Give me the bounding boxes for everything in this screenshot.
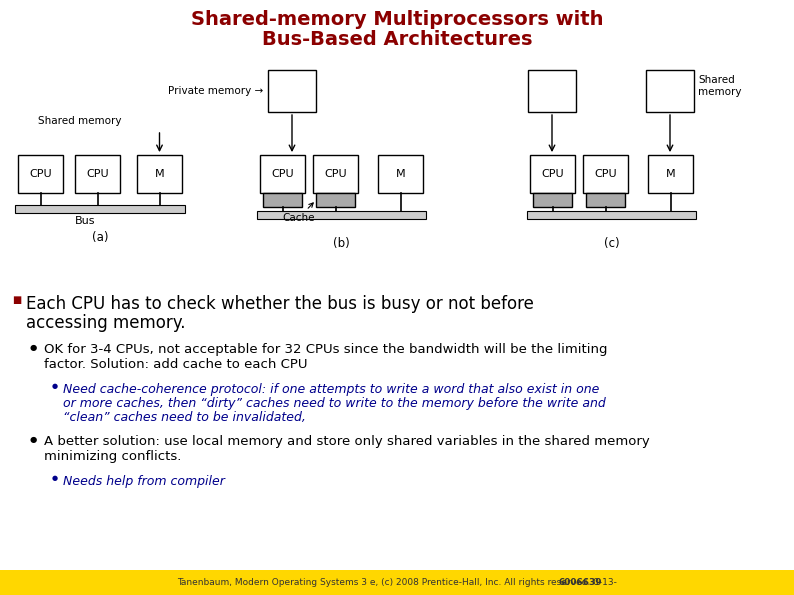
Bar bbox=[646, 70, 694, 112]
Text: Bus-Based Architectures: Bus-Based Architectures bbox=[262, 30, 532, 49]
Bar bbox=[137, 155, 182, 193]
Text: Each CPU has to check whether the bus is busy or not before: Each CPU has to check whether the bus is… bbox=[26, 295, 534, 313]
Bar bbox=[263, 193, 302, 207]
Bar bbox=[586, 193, 625, 207]
Bar bbox=[268, 70, 316, 112]
Text: Cache: Cache bbox=[283, 203, 315, 223]
Text: minimizing conflicts.: minimizing conflicts. bbox=[44, 450, 181, 463]
Text: accessing memory.: accessing memory. bbox=[26, 314, 186, 332]
Bar bbox=[316, 193, 355, 207]
Text: ●: ● bbox=[30, 343, 37, 352]
Text: (b): (b) bbox=[333, 237, 350, 250]
Text: ■: ■ bbox=[12, 295, 21, 305]
Bar bbox=[0, 570, 794, 595]
Text: CPU: CPU bbox=[29, 169, 52, 179]
Text: OK for 3-4 CPUs, not acceptable for 32 CPUs since the bandwidth will be the limi: OK for 3-4 CPUs, not acceptable for 32 C… bbox=[44, 343, 607, 356]
Bar bbox=[378, 155, 423, 193]
Bar bbox=[583, 155, 628, 193]
Text: CPU: CPU bbox=[542, 169, 564, 179]
Text: Bus: Bus bbox=[75, 216, 95, 226]
Text: Shared
memory: Shared memory bbox=[698, 75, 742, 97]
Text: ●: ● bbox=[52, 383, 58, 389]
Text: 6006639: 6006639 bbox=[558, 578, 602, 587]
Text: Need cache-coherence protocol: if one attempts to write a word that also exist i: Need cache-coherence protocol: if one at… bbox=[63, 383, 599, 396]
Bar bbox=[18, 155, 63, 193]
Text: Needs help from compiler: Needs help from compiler bbox=[63, 475, 225, 488]
Bar bbox=[527, 211, 696, 219]
Text: Shared memory: Shared memory bbox=[38, 116, 121, 126]
Bar bbox=[533, 193, 572, 207]
Text: A better solution: use local memory and store only shared variables in the share: A better solution: use local memory and … bbox=[44, 435, 649, 448]
Text: Tanenbaum, Modern Operating Systems 3 e, (c) 2008 Prentice-Hall, Inc. All rights: Tanenbaum, Modern Operating Systems 3 e,… bbox=[177, 578, 617, 587]
Text: or more caches, then “dirty” caches need to write to the memory before the write: or more caches, then “dirty” caches need… bbox=[63, 397, 606, 410]
Text: ●: ● bbox=[52, 475, 58, 481]
Text: M: M bbox=[665, 169, 676, 179]
Text: “clean” caches need to be invalidated,: “clean” caches need to be invalidated, bbox=[63, 411, 306, 424]
Text: CPU: CPU bbox=[594, 169, 617, 179]
Text: (a): (a) bbox=[92, 231, 108, 244]
Text: Private memory →: Private memory → bbox=[168, 86, 263, 96]
Bar bbox=[75, 155, 120, 193]
Bar bbox=[257, 211, 426, 219]
Text: CPU: CPU bbox=[87, 169, 109, 179]
Text: Shared-memory Multiprocessors with: Shared-memory Multiprocessors with bbox=[191, 10, 603, 29]
Text: M: M bbox=[395, 169, 405, 179]
Text: ●: ● bbox=[30, 435, 37, 444]
Bar bbox=[530, 155, 575, 193]
Bar bbox=[648, 155, 693, 193]
Text: M: M bbox=[155, 169, 164, 179]
Bar bbox=[313, 155, 358, 193]
Text: (c): (c) bbox=[603, 237, 619, 250]
Bar bbox=[528, 70, 576, 112]
Text: CPU: CPU bbox=[272, 169, 294, 179]
Bar bbox=[260, 155, 305, 193]
Text: CPU: CPU bbox=[324, 169, 347, 179]
Text: factor. Solution: add cache to each CPU: factor. Solution: add cache to each CPU bbox=[44, 358, 307, 371]
Bar bbox=[15, 205, 185, 213]
